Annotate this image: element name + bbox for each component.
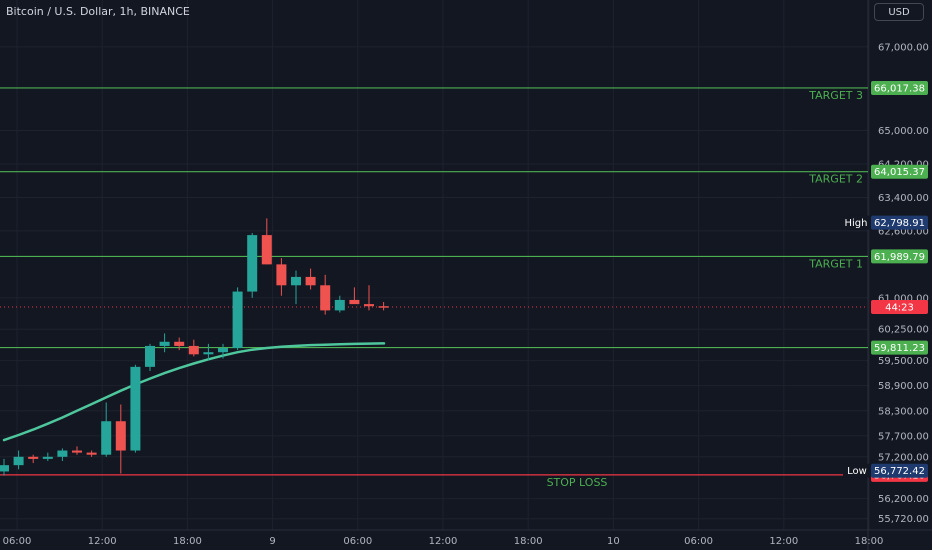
y-tick-label: 55,720.00 (878, 514, 929, 525)
x-tick-label: 06:00 (684, 536, 713, 547)
candle-body (174, 341, 185, 346)
chart-title: Bitcoin / U.S. Dollar, 1h, BINANCE (6, 5, 190, 18)
candle-body (72, 450, 82, 453)
low-label: Low (847, 466, 867, 477)
candle-body (232, 291, 243, 349)
target-price-tag-bg (871, 340, 928, 355)
candle-body (334, 299, 345, 311)
candle-body (188, 345, 199, 355)
candle-body (276, 264, 287, 286)
candle-body (0, 465, 9, 472)
y-tick-label: 65,000.00 (878, 126, 929, 137)
level-label: STOP LOSS (547, 476, 608, 489)
x-tick-label: 06:00 (3, 536, 32, 547)
y-tick-label: 62,600.00 (878, 226, 929, 237)
candle-body (115, 421, 126, 451)
x-tick-label: 06:00 (343, 536, 372, 547)
high-label-bg (841, 215, 871, 230)
low-label-bg (843, 463, 871, 478)
y-tick-label: 63,400.00 (878, 193, 929, 204)
countdown-tag: 44:23 (885, 303, 914, 314)
target-price-tag: 66,017.38 (874, 83, 925, 94)
x-tick-label: 18:00 (173, 536, 202, 547)
y-tick-label: 58,300.00 (878, 406, 929, 417)
y-tick-label: 59,500.00 (878, 356, 929, 367)
low-price-tag: 56,772.42 (874, 466, 925, 477)
high-price-tag: 62,798.91 (874, 218, 925, 229)
x-tick-label: 12:00 (429, 536, 458, 547)
x-tick-label: 18:00 (514, 536, 543, 547)
candle-body (261, 235, 272, 265)
x-tick-label: 18:00 (855, 536, 884, 547)
candle-body (57, 450, 68, 457)
y-tick-label: 61,000.00 (878, 293, 929, 304)
candle-body (364, 304, 374, 307)
candle-body (378, 306, 389, 308)
candle-body (320, 285, 331, 311)
x-tick-label: 9 (269, 536, 275, 547)
low-price-tag-bg (871, 463, 928, 478)
countdown-tag-bg (871, 300, 928, 315)
level-label: TARGET 2 (808, 173, 863, 186)
candle-body (349, 299, 360, 305)
candle-body (28, 456, 39, 459)
level-label: TARGET 3 (808, 89, 863, 102)
x-tick-label: 12:00 (88, 536, 117, 547)
currency-button[interactable]: USD (874, 3, 924, 21)
y-tick-label: 57,200.00 (878, 452, 929, 463)
candle-body (130, 366, 141, 451)
target-price-tag-bg (871, 164, 928, 179)
candle-body (305, 276, 316, 286)
x-tick-label: 12:00 (769, 536, 798, 547)
x-tick-label: 10 (607, 536, 620, 547)
target-price-tag-bg (871, 80, 928, 95)
y-tick-label: 60,250.00 (878, 325, 929, 336)
y-tick-label: 58,900.00 (878, 381, 929, 392)
target-price-tag: 59,811.23 (874, 343, 925, 354)
candle-body (13, 456, 24, 466)
target-price-tag: 61,989.79 (874, 252, 925, 263)
high-price-tag-bg (871, 215, 928, 230)
candle-body (247, 235, 258, 292)
y-tick-label: 56,200.00 (878, 494, 929, 505)
candle-body (42, 456, 53, 459)
candle-body (101, 421, 112, 455)
y-tick-label: 57,700.00 (878, 431, 929, 442)
candle-body (86, 452, 97, 455)
candle-body (291, 276, 301, 286)
candle-body (159, 341, 170, 346)
candle-body (145, 345, 155, 367)
level-label: TARGET 1 (808, 257, 863, 270)
target-price-tag-bg (871, 249, 928, 264)
high-label: High (845, 218, 868, 229)
target-price-tag: 64,015.37 (874, 167, 925, 178)
candle-body (203, 352, 214, 355)
y-tick-label: 67,000.00 (878, 42, 929, 53)
candle-body (218, 348, 228, 353)
ema-line (2, 342, 386, 442)
